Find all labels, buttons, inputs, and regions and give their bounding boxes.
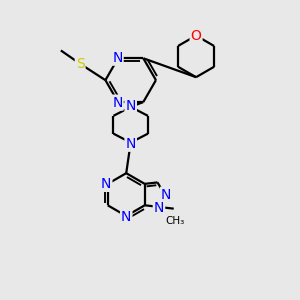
Text: N: N	[101, 177, 111, 191]
Text: N: N	[154, 201, 164, 215]
Text: N: N	[125, 137, 136, 151]
Text: N: N	[161, 188, 171, 202]
Text: CH₃: CH₃	[166, 216, 185, 226]
Text: O: O	[190, 28, 202, 43]
Text: N: N	[125, 99, 136, 113]
Text: S: S	[76, 57, 85, 71]
Text: N: N	[121, 210, 131, 224]
Text: N: N	[112, 96, 123, 110]
Text: N: N	[112, 51, 123, 65]
